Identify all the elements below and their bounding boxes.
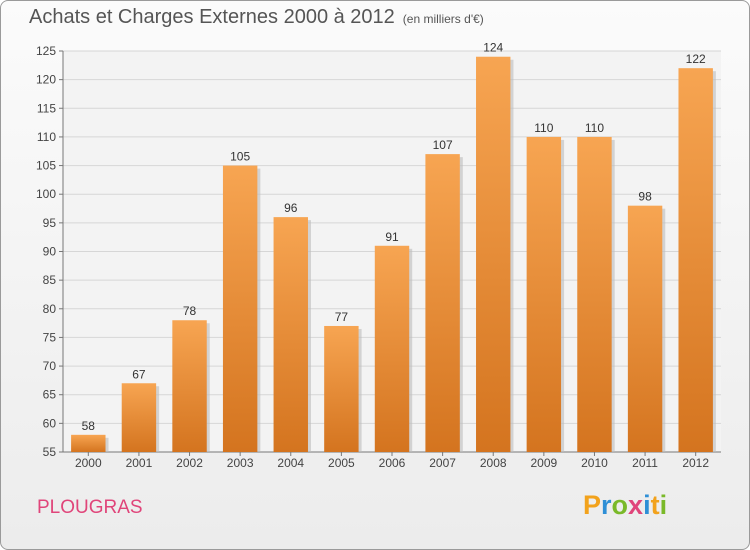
bar: [527, 137, 561, 452]
y-tick-label: 55: [43, 445, 57, 459]
y-tick-label: 70: [43, 359, 57, 373]
y-tick-label: 100: [36, 187, 56, 201]
bar: [375, 246, 409, 452]
x-tick-label: 2010: [581, 456, 608, 470]
y-tick-label: 105: [36, 159, 56, 173]
y-tick-label: 95: [43, 216, 57, 230]
x-tick-label: 2006: [379, 456, 406, 470]
logo-letter: r: [601, 490, 612, 520]
bar-value-label: 58: [82, 419, 96, 433]
x-tick-label: 2012: [682, 456, 709, 470]
x-tick-label: 2007: [429, 456, 456, 470]
bar-value-label: 105: [230, 150, 250, 164]
y-tick-label: 75: [43, 330, 57, 344]
x-tick-label: 2001: [126, 456, 153, 470]
y-tick-label: 65: [43, 388, 57, 402]
bar: [122, 383, 156, 452]
x-tick-label: 2000: [75, 456, 102, 470]
logo-letter: x: [628, 490, 643, 520]
bar-value-label: 78: [183, 304, 197, 318]
logo-letter: t: [651, 490, 660, 520]
bar: [324, 326, 358, 452]
bar-value-label: 122: [686, 52, 706, 66]
bar-value-label: 110: [534, 121, 553, 135]
commune-name: PLOUGRAS: [37, 497, 143, 519]
logo-letter: P: [583, 490, 601, 520]
bar-value-label: 91: [385, 230, 399, 244]
y-tick-label: 115: [37, 101, 56, 115]
bar-value-label: 96: [284, 201, 298, 215]
bar-value-label: 110: [585, 121, 604, 135]
bar-value-label: 77: [335, 310, 349, 324]
y-tick-label: 80: [43, 302, 57, 316]
bar: [223, 166, 257, 452]
bar: [425, 154, 459, 452]
x-tick-label: 2005: [328, 456, 355, 470]
proxiti-logo: Proxiti: [583, 490, 667, 521]
bar-value-label: 107: [433, 138, 453, 152]
bar: [274, 217, 308, 452]
chart-frame: Achats et Charges Externes 2000 à 2012 (e…: [0, 0, 750, 550]
bar: [628, 206, 662, 452]
bar: [71, 435, 105, 452]
bar-value-label: 67: [132, 367, 146, 381]
x-tick-label: 2009: [530, 456, 557, 470]
y-tick-label: 120: [36, 73, 56, 87]
bar: [577, 137, 611, 452]
bar-chart: 55 60 65 70 75 80 85 90 95 100 105 110 115 120 125 58 20…: [1, 1, 750, 550]
x-tick-label: 2004: [277, 456, 304, 470]
bar: [678, 68, 712, 452]
logo-letter: o: [612, 490, 629, 520]
bar: [172, 320, 206, 452]
bar-value-label: 98: [638, 190, 652, 204]
logo-letter: i: [660, 490, 668, 520]
y-tick-label: 90: [43, 245, 57, 259]
x-tick-label: 2003: [227, 456, 254, 470]
x-tick-label: 2002: [176, 456, 203, 470]
y-tick-label: 125: [36, 44, 56, 58]
y-tick-label: 110: [37, 130, 56, 144]
y-tick-label: 85: [43, 273, 57, 287]
x-tick-label: 2011: [632, 456, 658, 470]
x-tick-label: 2008: [480, 456, 507, 470]
bar: [476, 57, 510, 452]
y-tick-label: 60: [43, 416, 57, 430]
bar-value-label: 124: [483, 41, 503, 55]
logo-letter: i: [643, 490, 651, 520]
